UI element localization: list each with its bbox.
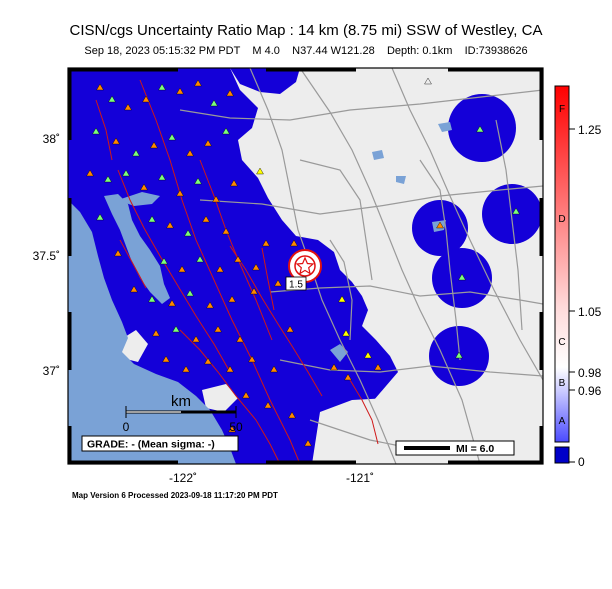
lake — [372, 150, 384, 160]
bay — [104, 194, 170, 304]
lake — [438, 122, 452, 132]
mi-legend-text: MI = 6.0 — [456, 443, 494, 455]
colorbar-value-1-05: 1.05 — [578, 305, 602, 319]
map-area: 1.5 km 0 50 GRADE: - (Mean sigma: -) MI … — [68, 68, 543, 464]
coverage-region — [68, 68, 398, 464]
grade-letter-f: F — [559, 104, 565, 115]
lon-label-122: -122˚ — [169, 471, 197, 485]
grade-text: GRADE: - (Mean sigma: -) — [87, 439, 215, 451]
grade-letter-b: B — [559, 378, 566, 389]
lat-label-37-5: 37.5˚ — [33, 249, 60, 263]
road-network — [179, 68, 543, 464]
grade-letter-c: C — [558, 337, 565, 348]
scale-bar-end: 50 — [229, 420, 243, 434]
station-markers — [86, 77, 520, 447]
scale-bar-unit: km — [171, 393, 191, 410]
event-location: N37.44 W121.28 — [292, 45, 375, 57]
epicenter-label: 1.5 — [289, 280, 303, 291]
coverage-patch — [230, 68, 300, 94]
land-patch — [300, 68, 410, 100]
map-version-footer: Map Version 6 Processed 2023-09-18 11:17… — [72, 491, 278, 500]
scale-bar-start: 0 — [123, 420, 130, 434]
coverage-patch — [482, 184, 542, 244]
scale-bar — [125, 406, 237, 418]
event-info: Sep 18, 2023 05:15:32 PM PDT M 4.0 N37.4… — [0, 45, 612, 57]
bay-north — [118, 192, 160, 206]
colorbar-value-0-96: 0.96 — [578, 384, 602, 398]
map-title: CISN/cgs Uncertainty Ratio Map : 14 km (… — [69, 22, 543, 39]
grade-box — [81, 435, 239, 452]
colorbar-value-0: 0 — [578, 455, 585, 469]
grade-letter-d: D — [558, 214, 565, 225]
mi-legend-box — [395, 440, 515, 456]
lake — [396, 176, 406, 184]
epicenter-marker — [288, 249, 322, 283]
lon-label-121: -121˚ — [346, 471, 374, 485]
land-patch — [202, 384, 238, 412]
epicenter-label-box — [285, 276, 307, 291]
lat-label-38: 38˚ — [43, 132, 60, 146]
event-magnitude: M 4.0 — [252, 45, 280, 57]
fault-lines — [95, 79, 379, 464]
coverage-patch — [448, 94, 516, 162]
lake — [330, 344, 348, 362]
ocean — [68, 200, 236, 464]
event-id: ID:73938626 — [464, 45, 528, 57]
lat-label-37: 37˚ — [43, 364, 60, 378]
event-depth: Depth: 0.1km — [386, 45, 453, 57]
colorbar-value-0-98: 0.98 — [578, 366, 602, 380]
grade-letter-a: A — [559, 416, 566, 427]
colorbar-value-1-25: 1.25 — [578, 123, 602, 137]
colorbar-swatch — [554, 446, 570, 464]
colorbar — [554, 85, 575, 464]
map-frame — [67, 67, 544, 465]
event-date: Sep 18, 2023 05:15:32 PM PDT — [84, 45, 241, 57]
